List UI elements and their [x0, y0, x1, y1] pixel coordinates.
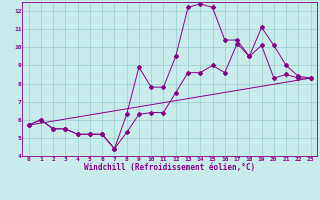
X-axis label: Windchill (Refroidissement éolien,°C): Windchill (Refroidissement éolien,°C) [84, 163, 255, 172]
